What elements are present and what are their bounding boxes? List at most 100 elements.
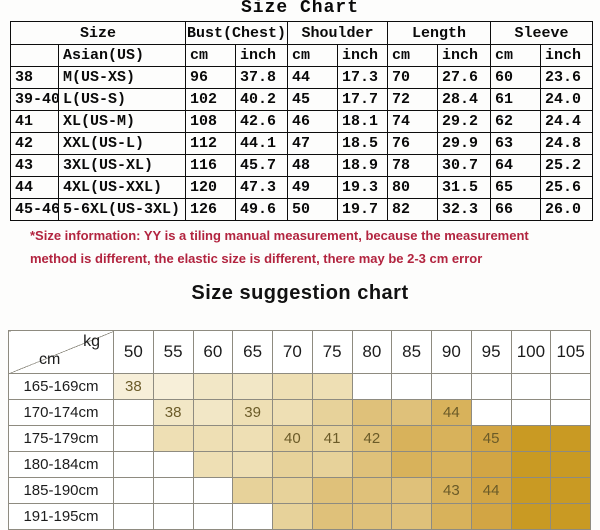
suggestion-cell [431, 373, 472, 400]
suggestion-cell [431, 425, 472, 452]
suggestion-cell: 44 [470, 477, 512, 504]
size-table-cell: 38 [10, 66, 59, 89]
weight-header: 90 [431, 330, 472, 374]
size-table-subheader: Asian(US) [57, 44, 187, 67]
size-table-cell: 126 [185, 198, 237, 221]
size-table-cell: 44 [287, 66, 339, 89]
size-table-cell: 31.5 [437, 176, 492, 199]
size-table-cell: 49.6 [235, 198, 289, 221]
suggestion-cell [550, 477, 591, 504]
size-table-cell: 72 [387, 88, 439, 111]
suggestion-row: 191-195cm [8, 503, 591, 530]
suggestion-cell [272, 503, 313, 530]
size-band-label: 44 [482, 482, 500, 499]
size-table-group-header: Sleeve [490, 21, 594, 45]
suggestion-cell [510, 425, 552, 452]
size-table-cell: 62 [490, 110, 542, 133]
suggestion-cell: 41 [311, 425, 353, 452]
size-band-label: 41 [323, 430, 341, 447]
size-table-cell: 44.1 [235, 132, 289, 155]
suggestion-cell [113, 451, 154, 478]
suggestion-cell [351, 399, 393, 426]
size-table-cell: 43 [10, 154, 59, 177]
suggestion-cell [510, 477, 552, 504]
size-table-cell: 32.3 [437, 198, 492, 221]
size-table-cell: 18.9 [337, 154, 389, 177]
size-band-label: 38 [164, 404, 182, 421]
size-table-cell: 24.4 [540, 110, 594, 133]
size-table-row: 42 XXL(US-L) 112 44.1 47 18.5 76 29.9 63 24.8 [10, 132, 594, 155]
size-table-body: 38 M(US-XS) 96 37.8 44 17.3 70 27.6 60 23.6 39-40 L… [10, 66, 594, 221]
size-table-cell: 25.6 [540, 176, 594, 199]
size-table-cell: 42 [10, 132, 59, 155]
suggestion-cell [152, 477, 194, 504]
suggestion-cell [470, 373, 512, 400]
suggestion-cell [391, 373, 432, 400]
weight-header: 85 [391, 330, 432, 374]
size-table-cell: 60 [490, 66, 542, 89]
size-table-cell: 96 [185, 66, 237, 89]
size-table-cell: 82 [387, 198, 439, 221]
height-label: 180-184cm [8, 451, 114, 478]
height-label: 191-195cm [8, 503, 114, 530]
weight-header: 100 [510, 330, 552, 374]
suggestion-cell [113, 399, 154, 426]
size-band-label: 43 [443, 482, 460, 499]
weight-header: 105 [550, 330, 591, 374]
size-table-cell: 65 [490, 176, 542, 199]
size-table-cell: 28.4 [437, 88, 492, 111]
size-table-cell: 37.8 [235, 66, 289, 89]
size-table-cell: 49 [287, 176, 339, 199]
suggestion-cell [470, 451, 512, 478]
suggestion-cell [391, 399, 432, 426]
size-table-cell: 45.7 [235, 154, 289, 177]
size-table-subheader: cm [387, 44, 439, 67]
suggestion-cell [192, 503, 234, 530]
suggestion-cell [470, 399, 512, 426]
suggestion-cell [192, 477, 234, 504]
size-table-group-row: Size Bust(Chest) Shoulder Length Sleeve [9, 21, 594, 45]
size-table-group-header: Length [387, 21, 492, 45]
size-table-cell: 17.7 [337, 88, 389, 111]
suggestion-cell [351, 373, 393, 400]
size-table-cell: 25.2 [540, 154, 594, 177]
size-table-cell: 24.0 [540, 88, 594, 111]
size-table-cell: 63 [490, 132, 542, 155]
size-table-subheader: inch [437, 44, 492, 67]
cm-label: cm [39, 351, 61, 368]
suggestion-cell [192, 451, 234, 478]
suggestion-cell [550, 451, 591, 478]
size-table-subheader: inch [235, 44, 289, 67]
suggestion-cell: 42 [351, 425, 393, 452]
size-table-subheader [10, 44, 59, 67]
suggestion-cell [113, 503, 154, 530]
suggestion-cell [550, 425, 591, 452]
size-table-cell: 50 [287, 198, 339, 221]
suggestion-cell [232, 373, 273, 400]
suggestion-row: 170-174cm 38 39 44 [8, 399, 591, 426]
suggestion-cell [192, 373, 234, 400]
suggestion-cell [391, 425, 432, 452]
suggestion-cell [351, 451, 393, 478]
size-table-cell: 26.0 [540, 198, 594, 221]
suggestion-cell [550, 373, 591, 400]
suggestion-cell [311, 503, 353, 530]
size-table-cell: 17.3 [337, 66, 389, 89]
size-table-cell: 116 [185, 154, 237, 177]
size-table-group-header: Bust(Chest) [185, 21, 289, 45]
suggestion-cell: 45 [470, 425, 512, 452]
height-label: 165-169cm [8, 373, 114, 400]
suggestion-cell [152, 373, 194, 400]
size-table-cell: 19.3 [337, 176, 389, 199]
size-chart-title: Size Chart [240, 0, 360, 18]
suggestion-cell [510, 373, 552, 400]
size-table-cell: 47.3 [235, 176, 289, 199]
size-table-cell: 30.7 [437, 154, 492, 177]
suggestion-cell [152, 425, 194, 452]
size-table-cell: 64 [490, 154, 542, 177]
height-label: 185-190cm [8, 477, 114, 504]
suggestion-cell [272, 399, 313, 426]
size-table-cell: 120 [185, 176, 237, 199]
weight-header-row: kg cm 50 55 60 65 70 75 80 85 90 95 100 105 [8, 330, 591, 374]
